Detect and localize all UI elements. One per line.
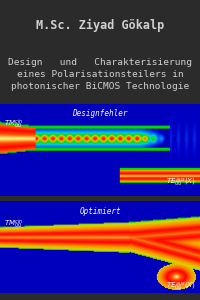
Text: $TE_{00}^{aus}(X)$: $TE_{00}^{aus}(X)$ [166, 280, 196, 292]
Text: Design   und   Charakterisierung
eines Polarisationsteilers in
photonischer BiCM: Design und Charakterisierung eines Polar… [8, 58, 192, 91]
Text: M.Sc. Ziyad Gökalp: M.Sc. Ziyad Gökalp [36, 19, 164, 32]
Text: $TM_{00}^{cin}$: $TM_{00}^{cin}$ [4, 117, 24, 130]
Text: $TE_{00}^{aus}(X)$: $TE_{00}^{aus}(X)$ [166, 176, 196, 189]
Text: Optimiert: Optimiert [79, 207, 121, 216]
Text: $TM_{00}^{cin}$: $TM_{00}^{cin}$ [4, 218, 24, 231]
Text: Designfehler: Designfehler [72, 109, 128, 118]
